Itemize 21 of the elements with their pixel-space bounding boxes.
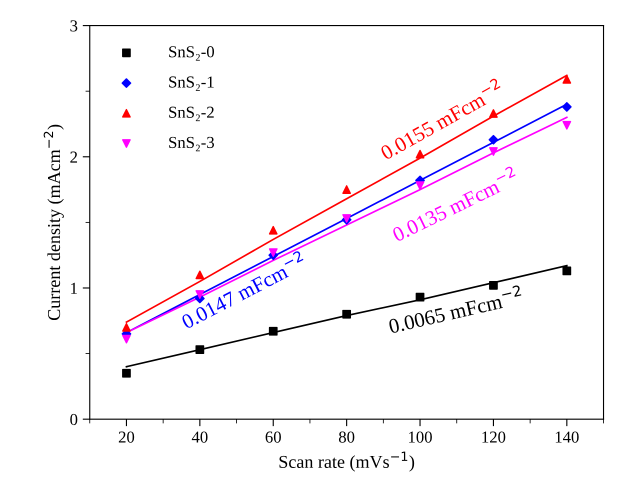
x-tick-label: 100 [409, 431, 432, 443]
x-tick-label: 20 [118, 431, 134, 443]
annotation: 0.0065 mFcm$^{−2}$ [387, 284, 524, 334]
x-tick-label: 60 [266, 431, 281, 443]
y-tick-label: 3 [70, 20, 78, 32]
y-axis-title: Current density (mAcm$^{−2}$) [44, 124, 64, 320]
x-tick-label: 80 [338, 431, 354, 443]
legend-label: SnS₂-3 [169, 136, 214, 152]
y-tick-label: 1 [71, 282, 77, 294]
x-tick-label: 40 [192, 431, 208, 443]
y-tick-label: 2 [70, 152, 78, 163]
legend-label: SnS₂-2 [169, 106, 214, 122]
y-tick-label: 0 [70, 414, 78, 426]
annotation: 0.0135 mFcm$^{−2}$ [389, 166, 520, 242]
x-axis-title: Scan rate (mVs$^{−1}$) [280, 452, 414, 472]
annotation: 0.0147 mFcm$^{−2}$ [178, 250, 308, 330]
x-tick-label: 140 [556, 431, 579, 443]
legend-label: SnS₂-1 [169, 76, 214, 91]
x-tick-label: 120 [482, 431, 506, 443]
legend-label: SnS₂-0 [169, 46, 214, 61]
annotation: 0.0155 mFcm$^{−2}$ [377, 78, 505, 160]
